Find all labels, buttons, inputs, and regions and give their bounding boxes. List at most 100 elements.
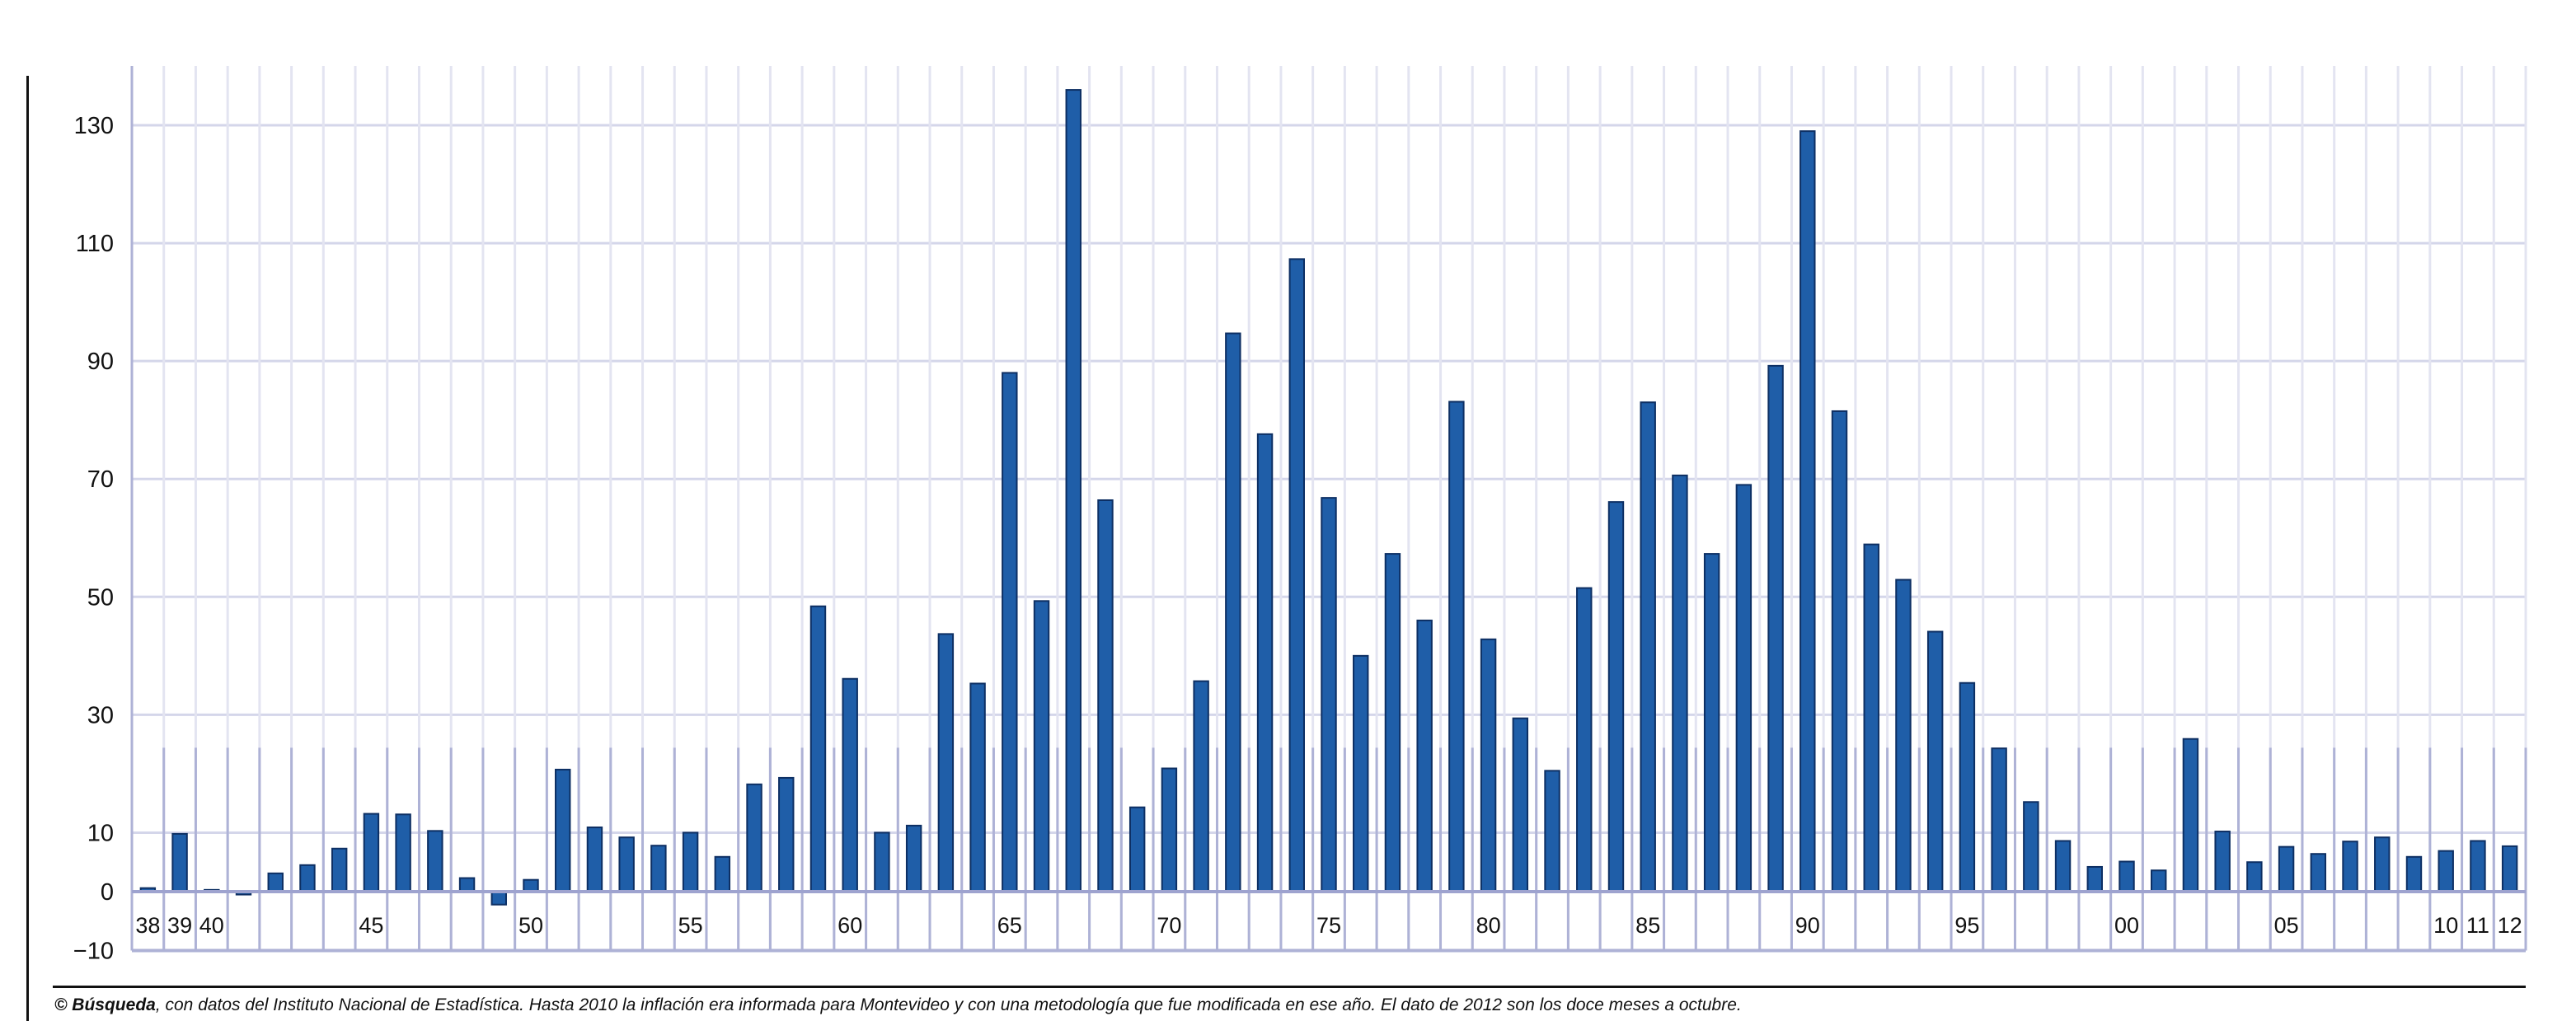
bar-2003 xyxy=(2214,831,2231,892)
x-tick-label: 40 xyxy=(199,913,224,938)
x-tick-label: 05 xyxy=(2274,913,2299,938)
bar-1989 xyxy=(1767,364,1784,892)
bar-1977 xyxy=(1384,553,1401,892)
bar-1983 xyxy=(1576,587,1593,892)
bar-1956 xyxy=(714,855,731,893)
bar-1982 xyxy=(1544,770,1560,892)
bar-1991 xyxy=(1831,410,1848,892)
x-tick-label: 38 xyxy=(135,913,160,938)
bar-1966 xyxy=(1033,600,1050,892)
bar-1985 xyxy=(1640,401,1656,892)
bar-1953 xyxy=(618,836,635,893)
bar-1981 xyxy=(1512,717,1529,893)
bar-1947 xyxy=(427,830,443,892)
bar-2001 xyxy=(2151,869,2167,892)
y-tick-label: 0 xyxy=(101,879,114,906)
y-tick-label: 70 xyxy=(87,466,114,493)
bar-1980 xyxy=(1480,638,1497,892)
source-note: © Búsqueda, con datos del Instituto Naci… xyxy=(54,995,1742,1015)
x-tick-label: 12 xyxy=(2498,913,2522,938)
x-tick-label: 50 xyxy=(518,913,543,938)
y-tick-label: 110 xyxy=(76,231,114,257)
bar-1942 xyxy=(267,872,284,893)
bar-1960 xyxy=(842,677,858,892)
x-tick-label: 00 xyxy=(2114,913,2139,938)
bar-2012 xyxy=(2501,845,2518,893)
bar-2006 xyxy=(2310,853,2327,892)
bar-1939 xyxy=(171,832,188,893)
bar-1952 xyxy=(586,827,603,892)
bar-1970 xyxy=(1161,767,1178,892)
bar-1945 xyxy=(363,813,380,892)
y-tick-label: 90 xyxy=(87,349,114,375)
bar-1951 xyxy=(555,768,571,893)
x-tick-label: 45 xyxy=(359,913,383,938)
bar-1971 xyxy=(1193,680,1209,892)
bar-1955 xyxy=(682,831,699,893)
bar-1999 xyxy=(2086,865,2103,893)
bar-1961 xyxy=(874,831,890,893)
x-tick-label: 11 xyxy=(2466,913,2489,938)
bar-1976 xyxy=(1353,654,1369,892)
bar-2004 xyxy=(2246,861,2263,892)
bar-1963 xyxy=(937,633,955,893)
bar-1994 xyxy=(1926,630,1944,892)
bar-1972 xyxy=(1225,332,1241,892)
y-tick-label: 10 xyxy=(87,820,114,846)
x-tick-label: 65 xyxy=(997,913,1022,938)
bar-2002 xyxy=(2182,738,2199,893)
source-text: , con datos del Instituto Nacional de Es… xyxy=(155,995,1742,1014)
bar-1967 xyxy=(1065,89,1082,893)
y-tick-label: 130 xyxy=(74,113,114,139)
bar-1949 xyxy=(490,891,507,906)
x-tick-label: 10 xyxy=(2433,913,2458,938)
bar-1986 xyxy=(1672,474,1688,892)
x-tick-label: 70 xyxy=(1157,913,1181,938)
bar-1987 xyxy=(1703,553,1720,892)
bar-1979 xyxy=(1448,400,1465,892)
bar-1996 xyxy=(1991,747,2007,893)
y-tick-label: −10 xyxy=(73,939,114,965)
bar-2010 xyxy=(2438,850,2454,892)
bar-1993 xyxy=(1895,578,1912,892)
bar-2009 xyxy=(2405,855,2423,893)
bar-1990 xyxy=(1799,130,1816,892)
y-tick-label: 30 xyxy=(87,702,114,728)
x-tick-label: 90 xyxy=(1795,913,1820,938)
bar-2000 xyxy=(2119,860,2135,892)
bar-1974 xyxy=(1288,258,1305,892)
bar-2011 xyxy=(2470,840,2486,893)
source-brand: © Búsqueda xyxy=(54,995,156,1014)
footer-rule xyxy=(53,986,2526,988)
bar-1954 xyxy=(650,845,667,892)
bar-1958 xyxy=(778,776,795,893)
bar-1944 xyxy=(331,847,348,893)
bar-1997 xyxy=(2023,801,2039,892)
bar-1965 xyxy=(1002,372,1018,892)
bar-1948 xyxy=(458,877,476,892)
y-tick-label: 50 xyxy=(87,584,114,611)
bar-1964 xyxy=(969,682,986,892)
bar-1988 xyxy=(1735,484,1753,893)
x-tick-label: 85 xyxy=(1635,913,1660,938)
x-tick-label: 60 xyxy=(838,913,862,938)
bar-1992 xyxy=(1863,543,1879,893)
bar-1973 xyxy=(1256,433,1274,892)
bar-2008 xyxy=(2374,836,2391,893)
bar-1957 xyxy=(746,783,762,892)
bar-2007 xyxy=(2342,841,2358,893)
x-tick-label: 55 xyxy=(678,913,703,938)
bar-1946 xyxy=(395,813,411,892)
bar-1968 xyxy=(1097,499,1114,892)
bar-1975 xyxy=(1321,497,1337,892)
bar-1943 xyxy=(299,864,316,893)
bar-1978 xyxy=(1416,619,1433,893)
x-tick-label: 95 xyxy=(1954,913,1979,938)
bar-1969 xyxy=(1128,806,1146,893)
x-tick-label: 39 xyxy=(167,913,192,938)
bar-2005 xyxy=(2278,845,2295,892)
bar-1984 xyxy=(1607,501,1625,893)
bar-1959 xyxy=(809,605,827,892)
left-rule xyxy=(26,76,29,1021)
